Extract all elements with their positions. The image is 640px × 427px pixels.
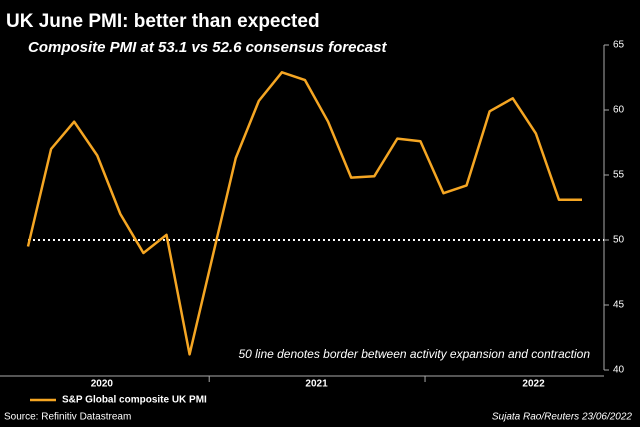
- y-tick-label: 45: [613, 300, 625, 311]
- y-tick-label: 60: [613, 105, 625, 116]
- credit: Sujata Rao/Reuters 23/06/2022: [492, 412, 633, 423]
- y-tick-label: 65: [613, 40, 625, 51]
- x-tick-label: 2021: [305, 379, 328, 390]
- x-tick-label: 2020: [91, 379, 114, 390]
- chart-title: UK June PMI: better than expected: [6, 11, 320, 32]
- chart-subtitle: Composite PMI at 53.1 vs 52.6 consensus …: [28, 39, 387, 56]
- source: Source: Refinitiv Datastream: [4, 412, 131, 423]
- legend-label: S&P Global composite UK PMI: [62, 395, 207, 406]
- series-line: [26, 71, 582, 356]
- y-tick-label: 50: [613, 235, 625, 246]
- y-tick-label: 40: [613, 365, 625, 376]
- x-tick-label: 2022: [522, 379, 545, 390]
- annotation: 50 line denotes border between activity …: [238, 347, 590, 361]
- y-tick-label: 55: [613, 170, 625, 181]
